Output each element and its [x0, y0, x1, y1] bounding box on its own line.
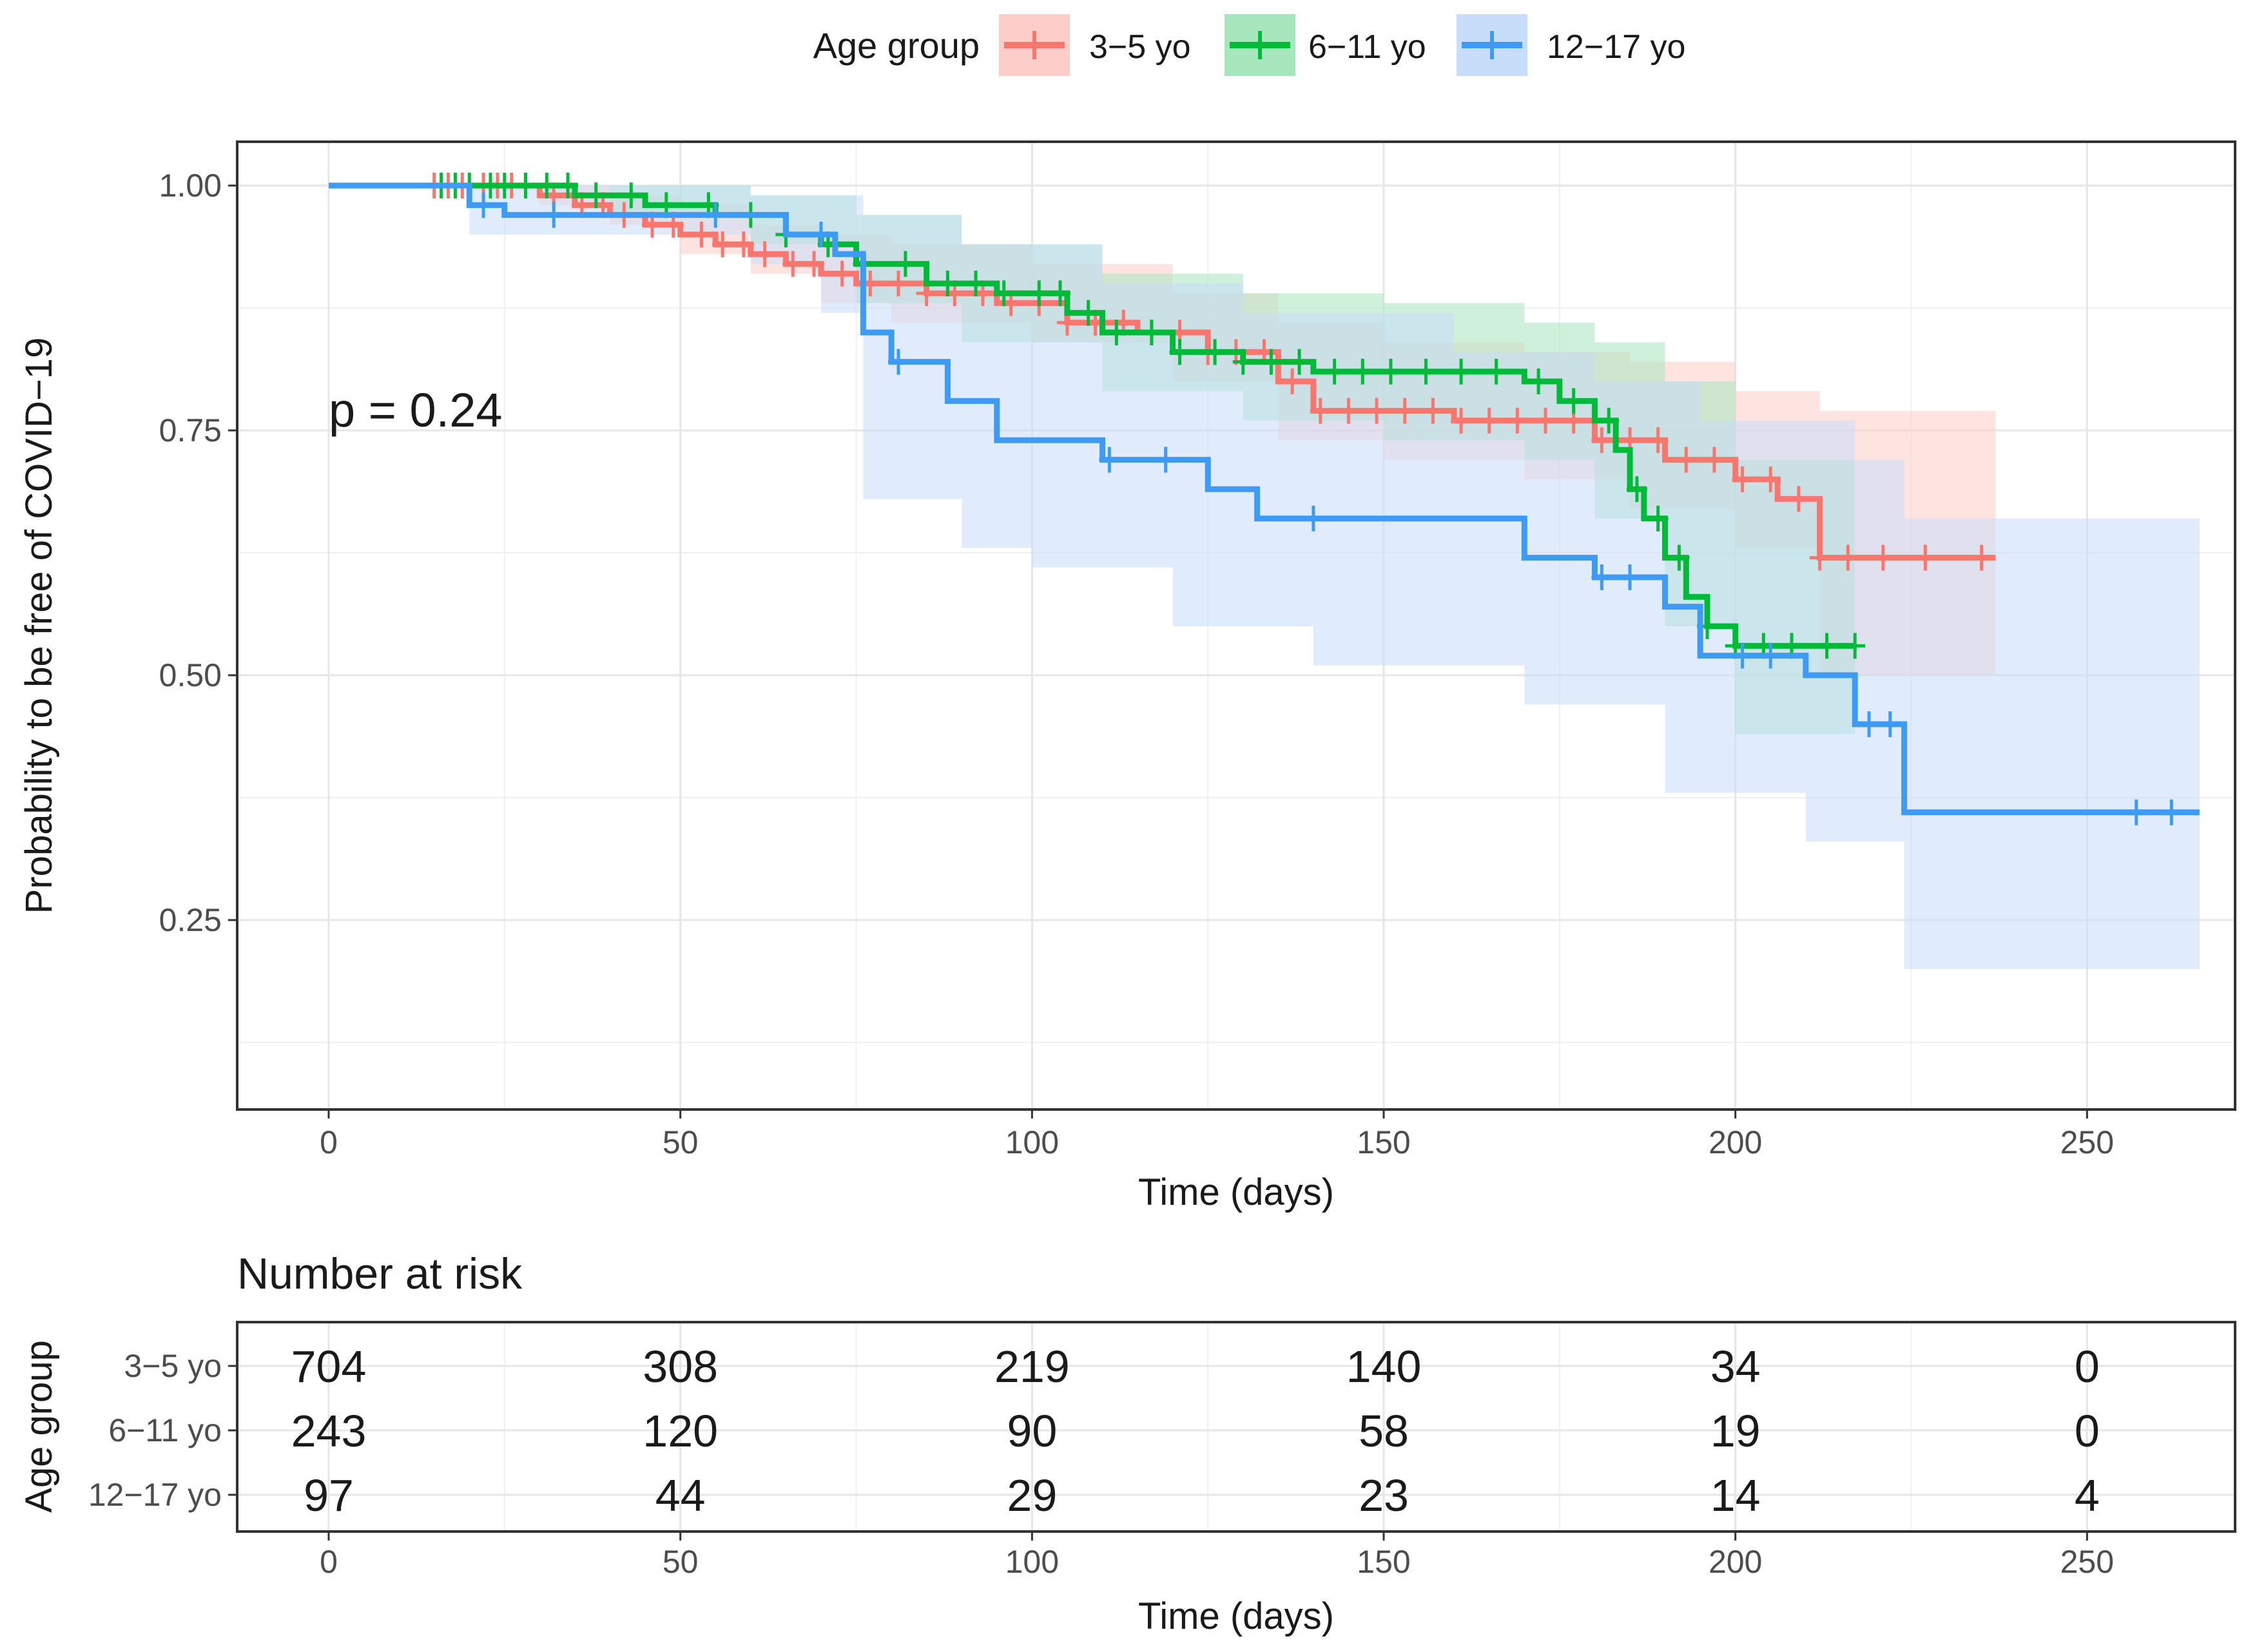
legend: Age group 3−5 yo 6−11 yo 12−17 yo — [813, 14, 1685, 76]
risk-row-label-1: 6−11 yo — [108, 1412, 222, 1448]
risk-cell-2-5: 4 — [2075, 1470, 2100, 1521]
risk-cell-0-1: 308 — [643, 1341, 718, 1392]
risk-cell-2-3: 23 — [1359, 1470, 1409, 1521]
y-tick-label-3: 1.00 — [159, 168, 222, 204]
legend-entry-0: 3−5 yo — [999, 14, 1191, 76]
x-tick-label-1: 50 — [663, 1124, 699, 1160]
x-axis-title: Time (days) — [1138, 1171, 1334, 1213]
censor-marks-0 — [423, 173, 1992, 571]
risk-cell-0-5: 0 — [2075, 1341, 2100, 1392]
x-tick-label-2: 100 — [1005, 1124, 1059, 1160]
survival-curve-0 — [329, 182, 1996, 561]
risk-x-tick-label-2: 100 — [1005, 1544, 1059, 1580]
risk-cell-1-3: 58 — [1359, 1406, 1409, 1456]
y-tick-label-1: 0.50 — [159, 657, 222, 693]
y-tick-label-2: 0.75 — [159, 412, 222, 448]
risk-x-tick-label-1: 50 — [663, 1544, 699, 1580]
p-value-annotation: p = 0.24 — [329, 383, 503, 437]
y-axis-title: Probability to be free of COVID−19 — [18, 338, 60, 914]
risk-cell-2-2: 29 — [1007, 1470, 1057, 1521]
risk-y-axis-title: Age group — [18, 1340, 60, 1513]
legend-label-0: 3−5 yo — [1089, 28, 1191, 66]
risk-cell-0-0: 704 — [291, 1341, 367, 1392]
risk-cell-1-1: 120 — [643, 1406, 718, 1456]
confidence-band-2 — [329, 186, 2200, 969]
risk-cell-0-4: 34 — [1710, 1341, 1761, 1392]
risk-cell-1-2: 90 — [1007, 1406, 1057, 1456]
y-tick-label-0: 0.25 — [159, 902, 222, 938]
legend-label-1: 6−11 yo — [1308, 28, 1426, 66]
risk-cell-0-2: 219 — [994, 1341, 1070, 1392]
risk-row-label-0: 3−5 yo — [124, 1348, 222, 1384]
risk-grid — [237, 1322, 2235, 1532]
risk-table-title: Number at risk — [237, 1249, 523, 1298]
risk-cell-1-0: 243 — [291, 1406, 367, 1456]
risk-x-tick-label-4: 200 — [1709, 1544, 1762, 1580]
risk-x-tick-label-5: 250 — [2060, 1544, 2114, 1580]
risk-x-axis-title: Time (days) — [1138, 1595, 1334, 1637]
plot-panel-border — [236, 140, 2236, 1111]
x-tick-label-4: 200 — [1709, 1124, 1762, 1160]
legend-label-2: 12−17 yo — [1547, 28, 1685, 66]
risk-x-tick-label-0: 0 — [320, 1544, 338, 1580]
x-tick-label-0: 0 — [320, 1124, 338, 1160]
survival-plot: p = 0.24 0 50 100 150 200 250 0.25 0.50 0.75 1.00 T… — [18, 140, 2236, 1213]
legend-entry-2: 12−17 yo — [1457, 14, 1685, 76]
risk-cell-1-4: 19 — [1710, 1406, 1761, 1456]
censor-marks-2 — [473, 192, 2182, 825]
risk-panel-border — [236, 1321, 2236, 1533]
risk-cell-0-3: 140 — [1346, 1341, 1422, 1392]
risk-cell-1-5: 0 — [2075, 1406, 2100, 1456]
confidence-band-1 — [329, 186, 1855, 764]
risk-cell-2-0: 97 — [304, 1470, 354, 1521]
risk-cell-2-4: 14 — [1710, 1470, 1761, 1521]
legend-title: Age group — [813, 25, 980, 66]
risk-row-label-2: 12−17 yo — [88, 1477, 222, 1513]
x-tick-label-5: 250 — [2060, 1124, 2114, 1160]
risk-x-tick-label-3: 150 — [1357, 1544, 1410, 1580]
legend-entry-1: 6−11 yo — [1225, 14, 1426, 76]
survival-curve-2 — [329, 182, 2200, 816]
x-tick-label-3: 150 — [1357, 1124, 1410, 1160]
risk-cell-2-1: 44 — [655, 1470, 706, 1521]
